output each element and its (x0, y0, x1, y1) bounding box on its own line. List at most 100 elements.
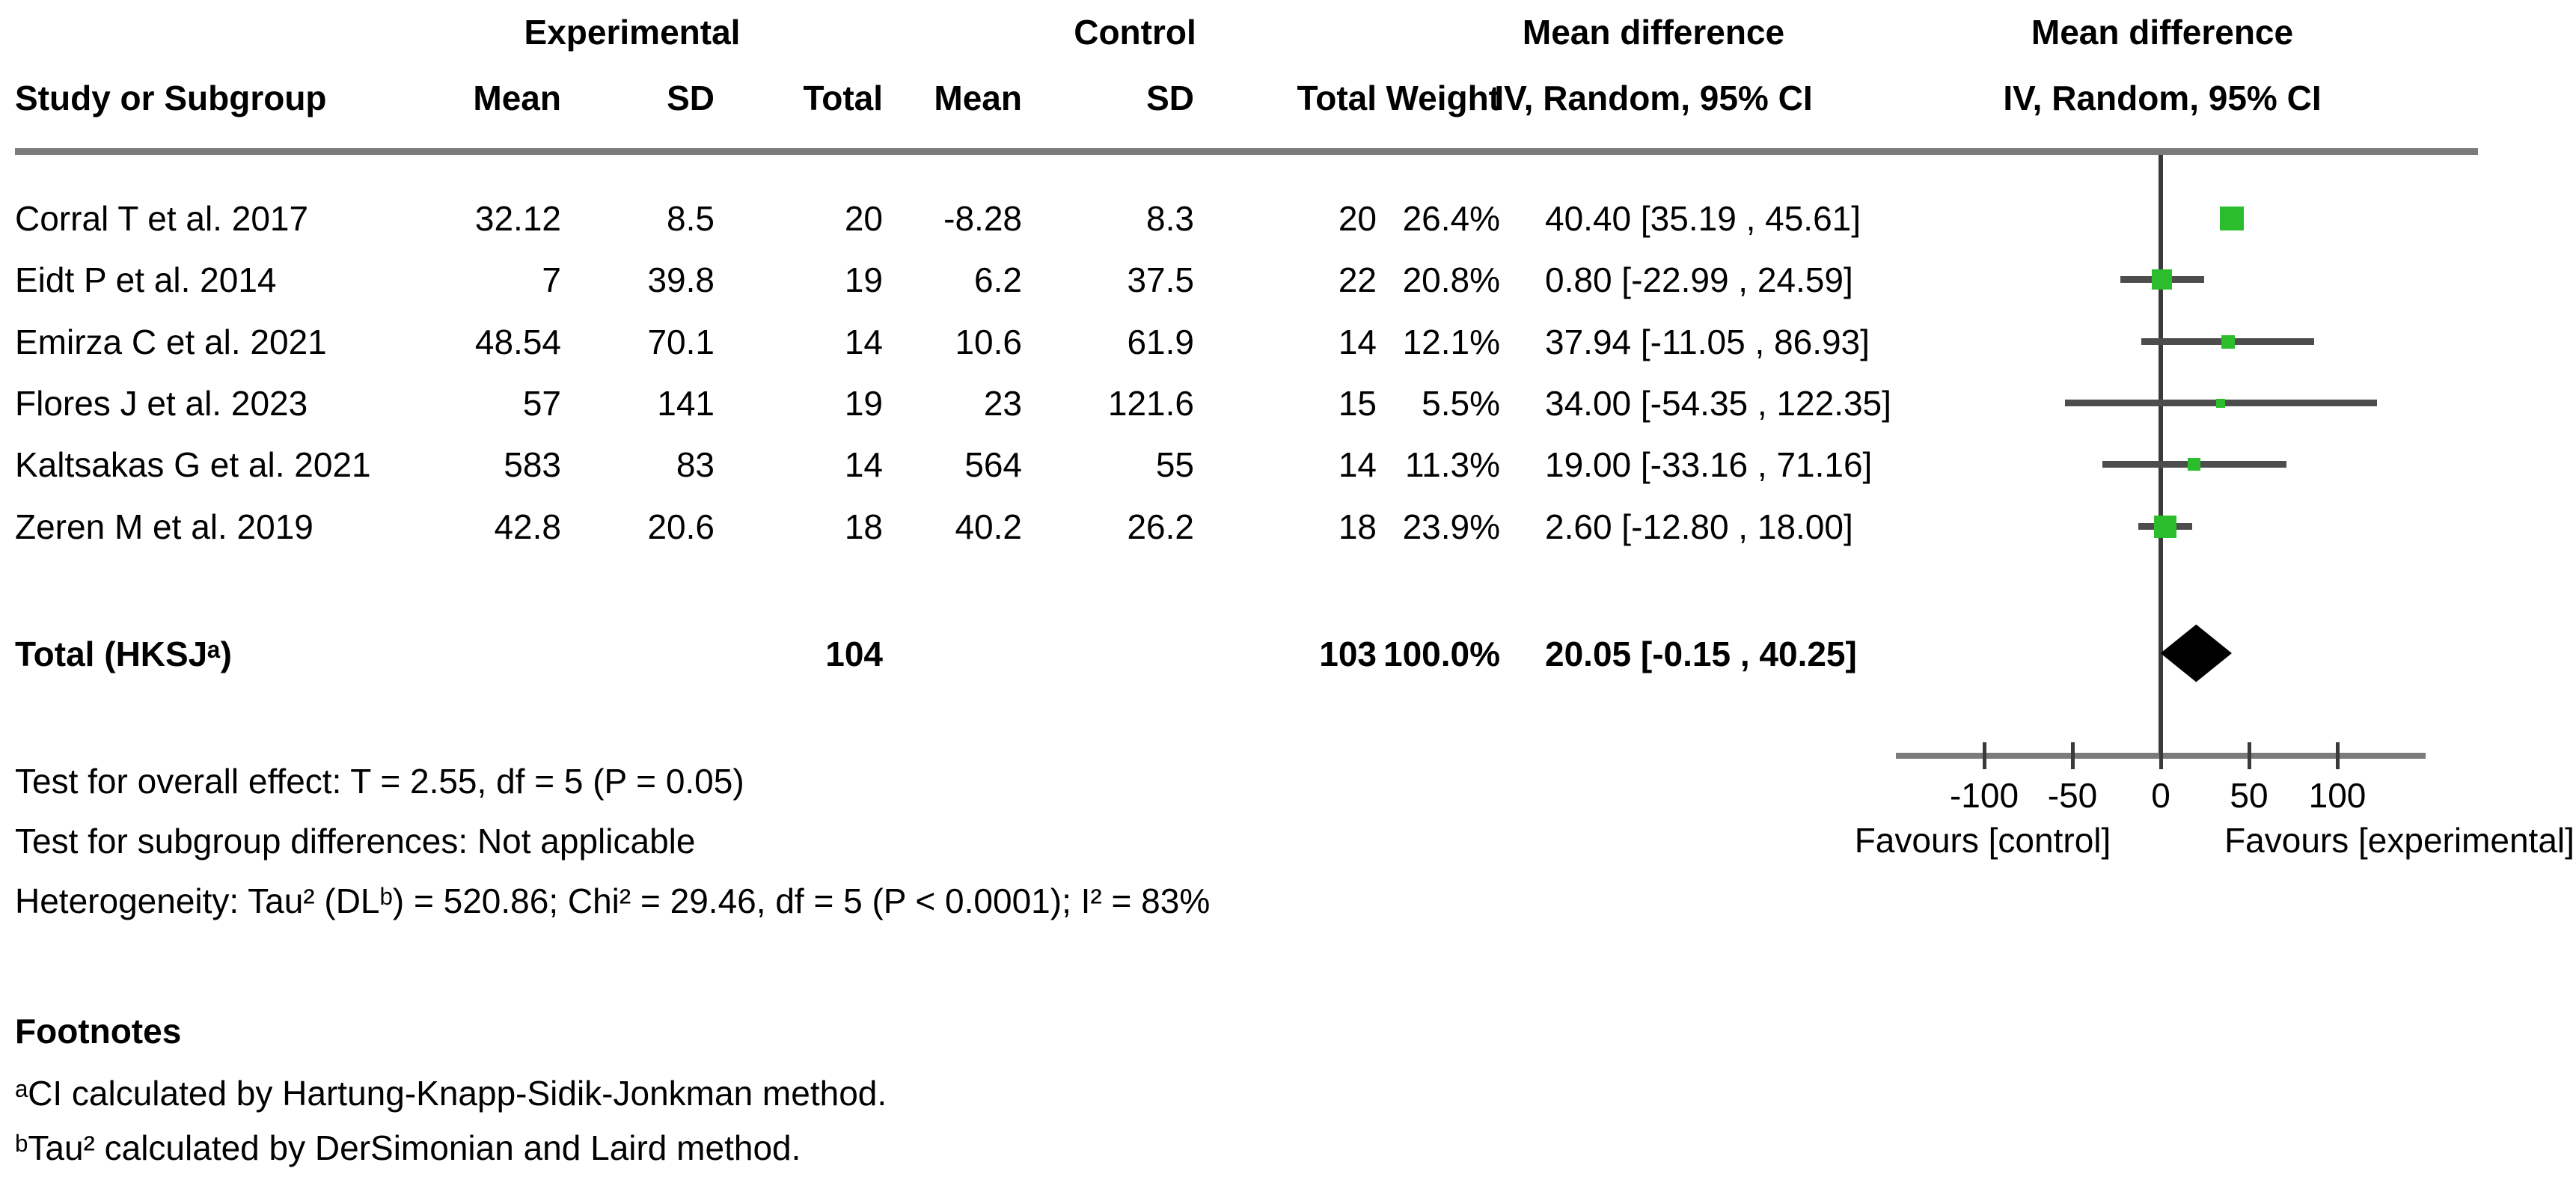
col-header-sd-control: SD (1146, 79, 1194, 117)
effect-marker (2216, 399, 2225, 408)
tick-label: 50 (2230, 776, 2268, 815)
cell-total_c: 18 (1338, 507, 1377, 546)
cell-weight: 5.5% (1422, 384, 1500, 423)
cell-study: Kaltsakas G et al. 2021 (15, 445, 371, 484)
cell-sd_c: 55 (1155, 445, 1194, 484)
cell-ci: 34.00 [-54.35 , 122.35] (1545, 384, 1891, 423)
cell-sd_e: 8.5 (667, 199, 715, 238)
cell-total_c: 14 (1338, 445, 1377, 484)
cell-sd_e: 83 (676, 445, 715, 484)
md-plot-column-header-line1: Mean difference (2031, 13, 2294, 52)
favours-experimental-label: Favours [experimental] (2224, 821, 2575, 860)
cell-sd_e: 20.6 (647, 507, 715, 546)
cell-mean_c: 6.2 (974, 260, 1022, 299)
cell-weight: 20.8% (1402, 260, 1500, 299)
col-header-mean-control: Mean (934, 79, 1022, 117)
cell-sd_e: 70.1 (647, 323, 715, 361)
overall-effect-text: Test for overall effect: T = 2.55, df = … (15, 762, 744, 801)
pooled-diamond (2160, 624, 2232, 682)
cell-sd_c: 37.5 (1127, 260, 1194, 299)
axis-tick (2159, 742, 2163, 769)
axis-tick (2336, 742, 2340, 769)
cell-sd_c: 26.2 (1127, 507, 1194, 546)
cell-total_e: 18 (844, 507, 883, 546)
col-header-total-experimental: Total (803, 79, 883, 117)
header-separator (15, 148, 2478, 155)
axis-tick (2071, 742, 2075, 769)
md-text-column-header-line1: Mean difference (1522, 13, 1785, 52)
group-header-experimental: Experimental (524, 13, 741, 52)
tick-label: -100 (1949, 776, 2019, 815)
cell-mean_c: 40.2 (955, 507, 1022, 546)
zero-line (2159, 155, 2163, 756)
cell-total_c: 22 (1338, 260, 1377, 299)
heterogeneity-text: Heterogeneity: Tau² (DLᵇ) = 520.86; Chi²… (15, 881, 1211, 920)
cell-sd_c: 61.9 (1127, 323, 1194, 361)
cell-sd_e: 141 (657, 384, 715, 423)
footnote-a: ᵃCI calculated by Hartung-Knapp-Sidik-Jo… (15, 1074, 887, 1113)
effect-marker (2154, 516, 2176, 538)
cell-mean_e: 42.8 (494, 507, 561, 546)
tick-label: 0 (2151, 776, 2170, 815)
effect-marker (2152, 269, 2172, 290)
cell-total_c: 20 (1338, 199, 1377, 238)
effect-marker (2220, 207, 2244, 230)
total-row-total-experimental: 104 (825, 635, 883, 673)
cell-sd_c: 8.3 (1146, 199, 1194, 238)
cell-mean_c: -8.28 (943, 199, 1022, 238)
favours-control-label: Favours [control] (1854, 821, 2111, 860)
cell-total_e: 14 (844, 445, 883, 484)
effect-marker (2221, 335, 2235, 349)
cell-total_e: 19 (844, 384, 883, 423)
cell-weight: 12.1% (1402, 323, 1500, 361)
cell-mean_e: 48.54 (474, 323, 561, 361)
col-header-sd-experimental: SD (667, 79, 715, 117)
md-plot-column-header-line2: IV, Random, 95% CI (2003, 79, 2322, 117)
tick-label: 100 (2308, 776, 2367, 815)
cell-mean_e: 57 (522, 384, 561, 423)
tick-label: -50 (2047, 776, 2098, 815)
total-row-total-control: 103 (1319, 635, 1377, 673)
cell-mean_e: 32.12 (474, 199, 561, 238)
cell-mean_c: 10.6 (955, 323, 1022, 361)
effect-marker (2188, 458, 2200, 471)
cell-total_e: 19 (844, 260, 883, 299)
cell-study: Corral T et al. 2017 (15, 199, 309, 238)
col-header-weight: Weight (1386, 79, 1500, 117)
cell-study: Emirza C et al. 2021 (15, 323, 327, 361)
col-header-study: Study or Subgroup (15, 79, 327, 117)
cell-sd_e: 39.8 (647, 260, 715, 299)
cell-total_c: 15 (1338, 384, 1377, 423)
cell-mean_e: 7 (542, 260, 561, 299)
cell-sd_c: 121.6 (1107, 384, 1194, 423)
footnote-b: ᵇTau² calculated by DerSimonian and Lair… (15, 1128, 801, 1167)
cell-ci: 2.60 [-12.80 , 18.00] (1545, 507, 1853, 546)
cell-weight: 23.9% (1402, 507, 1500, 546)
cell-total_c: 14 (1338, 323, 1377, 361)
cell-ci: 37.94 [-11.05 , 86.93] (1545, 323, 1870, 361)
cell-mean_c: 23 (983, 384, 1022, 423)
axis-tick (1983, 742, 1986, 769)
axis-tick (2248, 742, 2251, 769)
group-header-control: Control (1074, 13, 1196, 52)
col-header-mean-experimental: Mean (473, 79, 561, 117)
cell-total_e: 20 (844, 199, 883, 238)
cell-total_e: 14 (844, 323, 883, 361)
cell-mean_c: 564 (964, 445, 1022, 484)
cell-ci: 0.80 [-22.99 , 24.59] (1545, 260, 1853, 299)
cell-study: Flores J et al. 2023 (15, 384, 308, 423)
cell-study: Zeren M et al. 2019 (15, 507, 313, 546)
col-header-total-control: Total (1297, 79, 1377, 117)
cell-ci: 19.00 [-33.16 , 71.16] (1545, 445, 1873, 484)
total-row-label: Total (HKSJᵃ) (15, 635, 232, 673)
total-row-ci: 20.05 [-0.15 , 40.25] (1545, 635, 1857, 673)
md-text-column-header-line2: IV, Random, 95% CI (1494, 79, 1813, 117)
footnotes-title: Footnotes (15, 1012, 182, 1051)
cell-ci: 40.40 [35.19 , 45.61] (1545, 199, 1861, 238)
cell-study: Eidt P et al. 2014 (15, 260, 277, 299)
cell-weight: 26.4% (1402, 199, 1500, 238)
total-row-weight: 100.0% (1383, 635, 1500, 673)
cell-weight: 11.3% (1404, 445, 1500, 484)
